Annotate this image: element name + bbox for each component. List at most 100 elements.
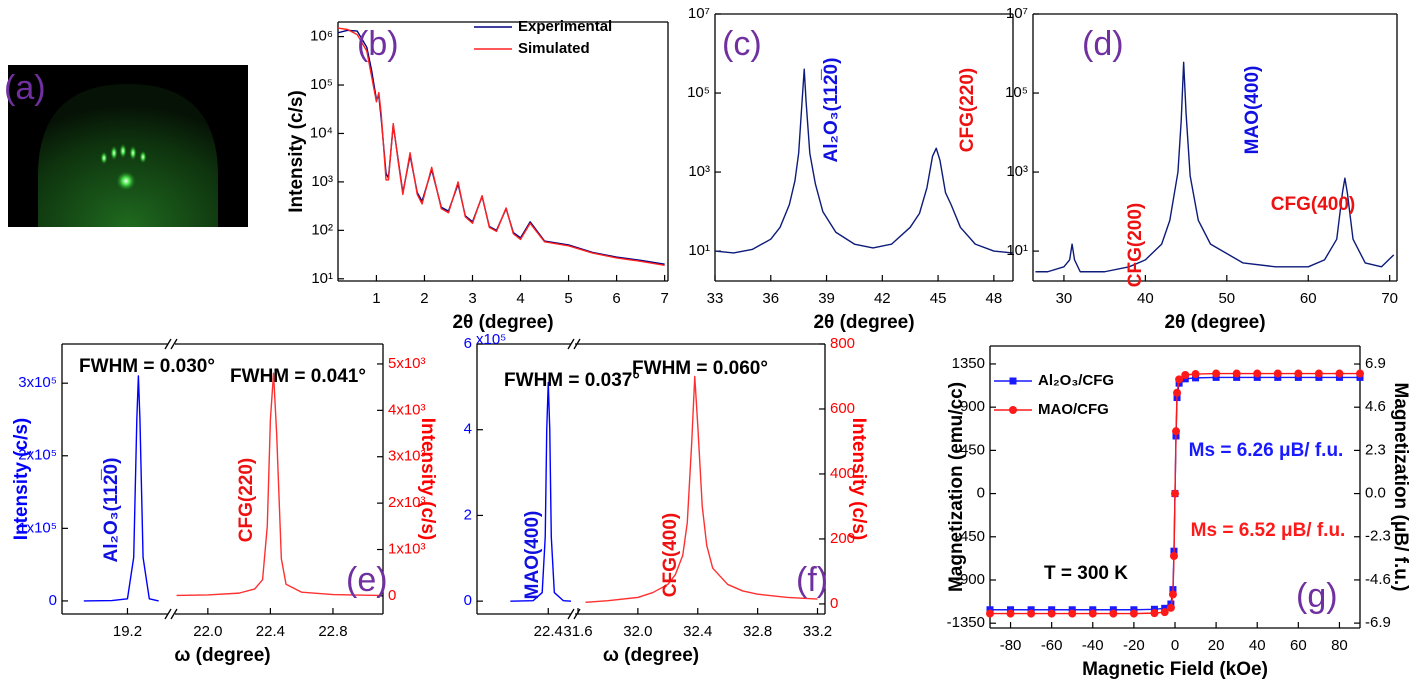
y-tick-label: 10¹ [1006, 242, 1028, 259]
annotation: Ms = 6.26 μB/ f.u. [1189, 440, 1344, 461]
marker [986, 609, 994, 618]
legend-label: Simulated [518, 40, 590, 57]
axis-break [573, 608, 581, 620]
marker [1356, 369, 1364, 378]
annotation: CFG(200) [1125, 203, 1146, 287]
y-tick-label: 10³ [688, 163, 710, 180]
y2-tick-label: -2.3 [1365, 528, 1391, 545]
y-multiplier: x10⁵ [476, 331, 506, 348]
x-tick-label: 70 [1381, 290, 1398, 307]
y-tick-label: 2 [464, 506, 472, 523]
marker [1027, 609, 1036, 618]
x-tick-label: 40 [1249, 637, 1266, 654]
y-tick-label: 10⁷ [1006, 5, 1028, 22]
marker [1294, 369, 1303, 378]
x-tick-label: 20 [1208, 637, 1225, 654]
annotation: MAO(400) [522, 511, 543, 600]
marker [1232, 369, 1241, 378]
x-tick-label: 30 [1056, 290, 1073, 307]
x-tick-label: 5 [564, 290, 572, 307]
panel-label: (d) [1082, 25, 1124, 63]
y-tick-label: 10³ [311, 173, 333, 190]
y-tick-label: -900 [955, 571, 985, 588]
marker [1175, 375, 1184, 384]
marker [1047, 609, 1056, 618]
marker [1009, 406, 1017, 414]
series-line [83, 375, 159, 602]
y2-tick-label: 800 [830, 335, 855, 352]
annotation: CFG(220) [236, 458, 257, 542]
series-line [510, 381, 572, 602]
y-tick-label: 0 [977, 485, 985, 502]
axis-break [567, 608, 575, 620]
x-tick-label: 33.2 [803, 623, 832, 640]
x-tick-label: 3 [468, 290, 476, 307]
series-line [176, 372, 380, 597]
annotation: Al₂O₃(112̅0) [821, 58, 842, 163]
marker [1109, 609, 1118, 618]
marker [1173, 388, 1182, 397]
y-tick-label: 10⁵ [1005, 84, 1028, 101]
x-tick-label: 42 [874, 290, 891, 307]
x-tick-label: 32.4 [683, 623, 712, 640]
y2-tick-label: 400 [830, 465, 855, 482]
x-axis-title: 2θ (degree) [1164, 312, 1265, 333]
legend-label: MAO/CFG [1038, 401, 1109, 418]
marker [1088, 609, 1097, 618]
x-tick-label: 4 [516, 290, 524, 307]
y-tick-label: 3x10⁵ [18, 374, 57, 391]
y2-tick-label: 600 [830, 400, 855, 417]
x-tick-label: 60 [1290, 637, 1307, 654]
y-tick-label: 10¹ [688, 242, 710, 259]
panel-label: (c) [722, 25, 762, 63]
y2-tick-label: 2x10³ [388, 494, 426, 511]
diffraction-streak [110, 145, 118, 161]
screen-glow [38, 84, 218, 227]
series-line [585, 375, 818, 603]
y2-tick-label: 3x10³ [388, 448, 426, 465]
annotation: FWHM = 0.060° [632, 358, 768, 379]
legend-label: Al₂O₃/CFG [1038, 372, 1114, 389]
x-tick-label: 32.0 [623, 623, 652, 640]
y-tick-label: 10⁵ [687, 84, 710, 101]
rheed-image: (a) [4, 65, 248, 227]
annotation: CFG(220) [957, 68, 978, 152]
annotation: MAO(400) [1242, 66, 1263, 155]
marker [1168, 590, 1177, 599]
x-tick-label: 0 [1171, 637, 1179, 654]
annotation: T = 300 K [1044, 563, 1128, 584]
marker [1129, 609, 1138, 618]
x-tick-label: 2 [420, 290, 428, 307]
diffraction-streak [119, 143, 127, 159]
x-tick-label: 32.8 [743, 623, 772, 640]
x-tick-label: 36 [762, 290, 779, 307]
series-line [1035, 61, 1395, 273]
marker [1150, 609, 1159, 618]
axis-break [567, 338, 575, 350]
y2-tick-label: -4.6 [1365, 571, 1391, 588]
panel-label: (b) [357, 25, 399, 63]
marker [1273, 369, 1282, 378]
axis-break [170, 338, 178, 350]
marker [1335, 369, 1344, 378]
marker [1169, 551, 1178, 560]
y-tick-label: 2x10⁵ [18, 447, 57, 464]
y-tick-label: 10⁵ [310, 76, 333, 93]
diffraction-streak [129, 145, 137, 161]
y-axis-title: Intensity (c/s) [11, 418, 32, 540]
annotation: CFG(400) [660, 513, 681, 597]
diffraction-streak [139, 150, 147, 164]
x-tick-label: 6 [612, 290, 620, 307]
marker [1068, 609, 1077, 618]
y2-tick-label: 0 [830, 595, 838, 612]
marker [1314, 369, 1323, 378]
y2-axis-title: Intensity (c/s) [417, 418, 438, 540]
y2-tick-label: 2.3 [1365, 441, 1386, 458]
y-tick-label: 10⁷ [688, 5, 710, 22]
y2-axis-title: Intensity (c/s) [848, 418, 869, 540]
x-tick-label: -80 [1000, 637, 1022, 654]
x-axis-title: ω (degree) [603, 645, 699, 666]
y-tick-label: 1x10⁵ [18, 519, 57, 536]
y2-axis-title: Magnetization (μB/ f.u.) [1390, 383, 1411, 592]
